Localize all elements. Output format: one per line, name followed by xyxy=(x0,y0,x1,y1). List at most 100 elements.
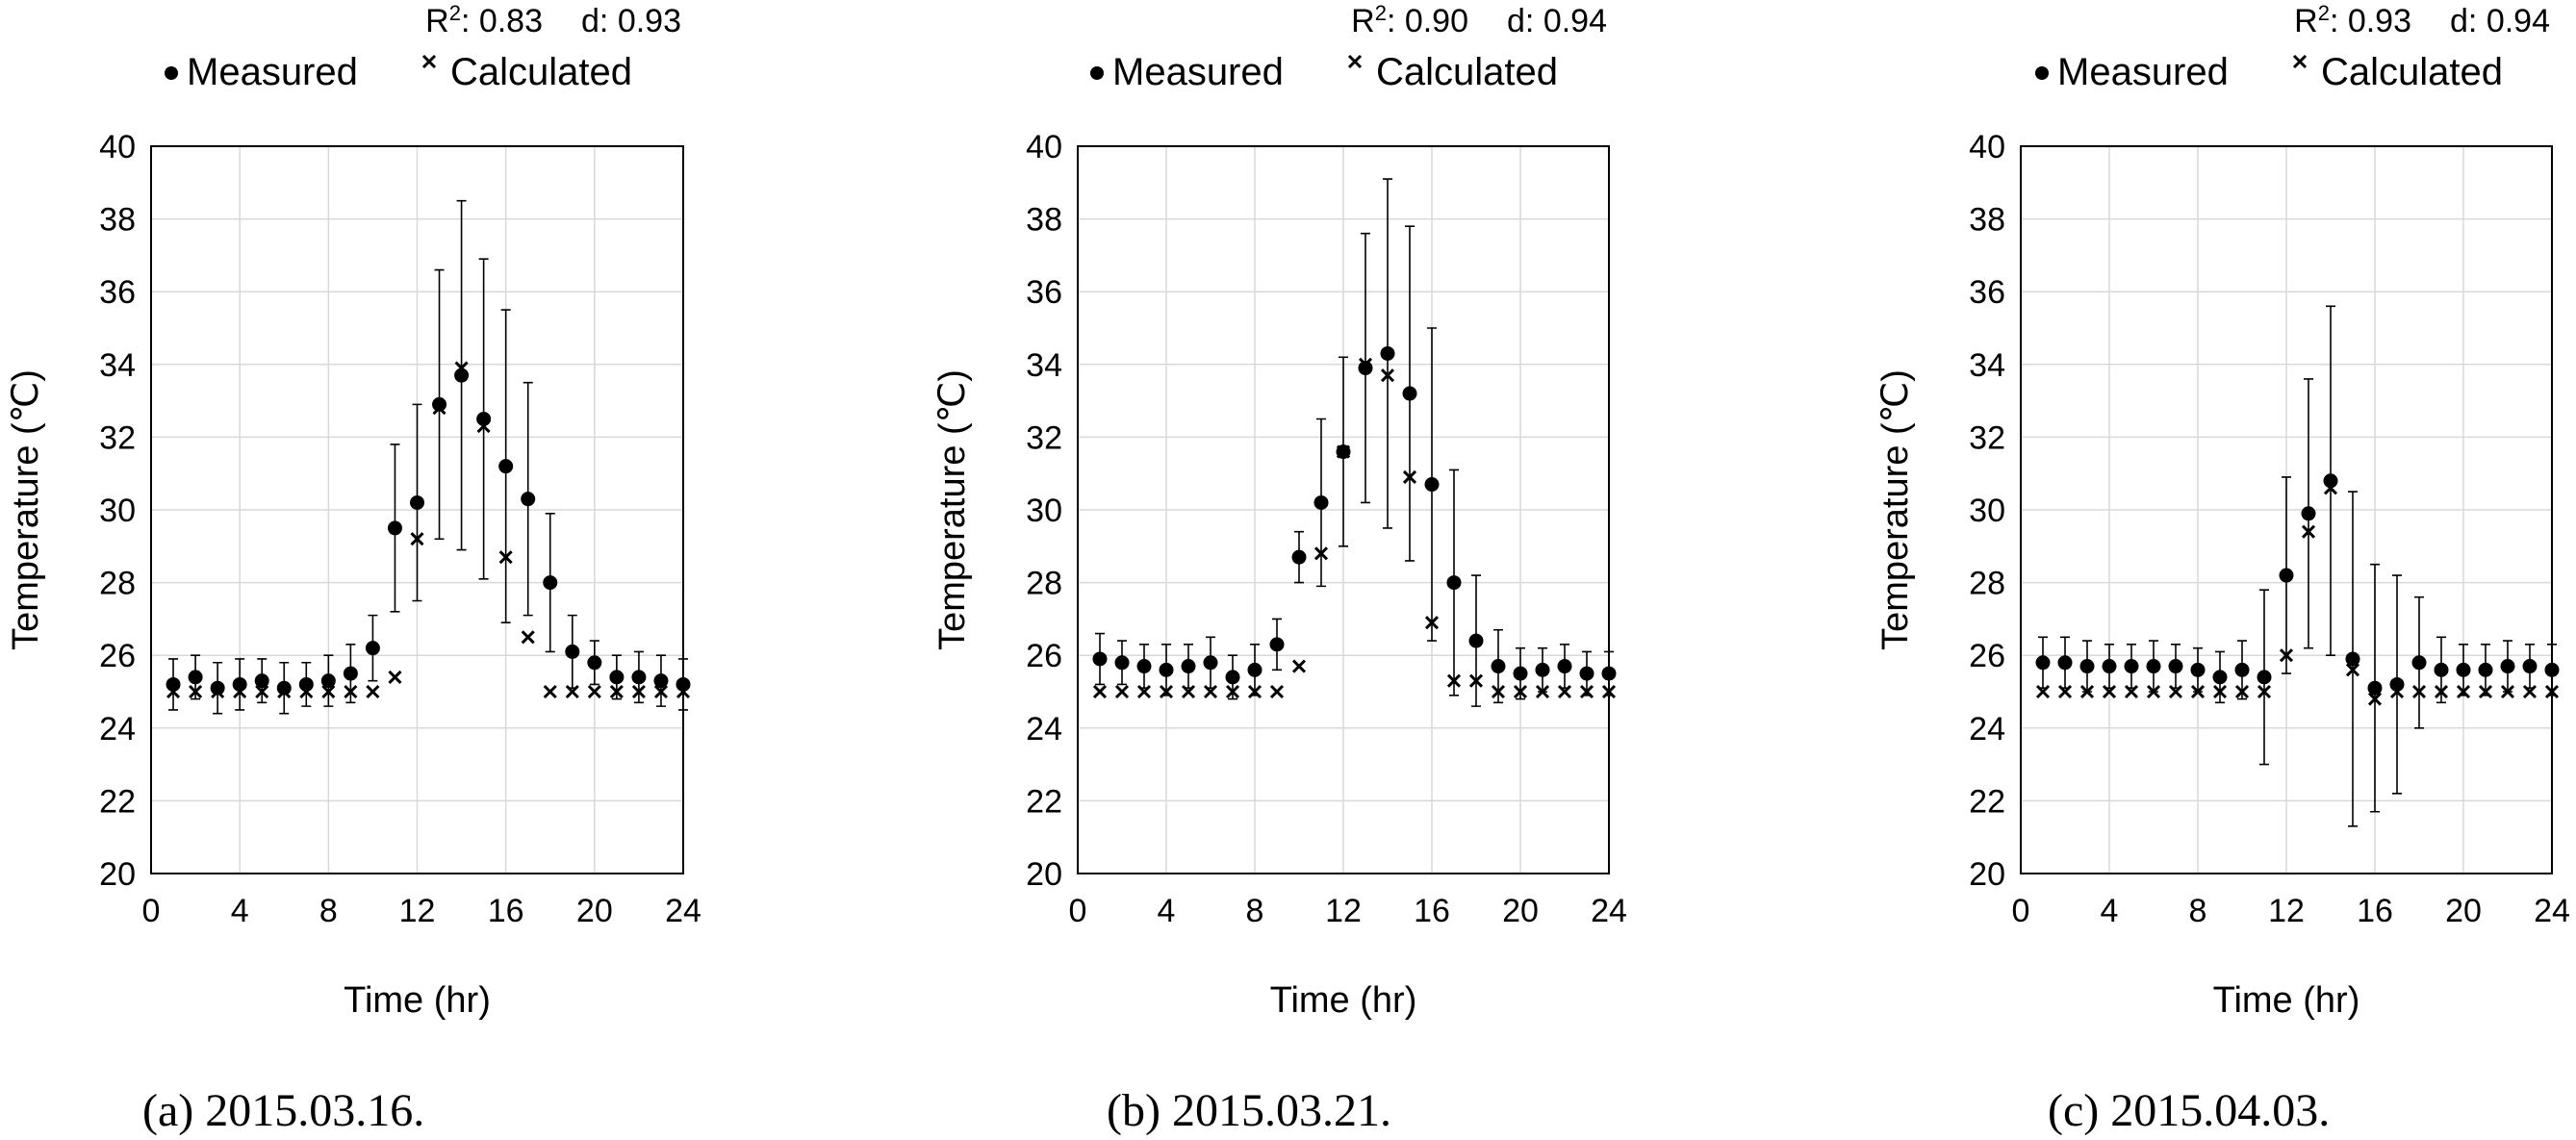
measured-point xyxy=(1601,666,1617,681)
y-axis-label: Temperature (℃) xyxy=(1875,369,1916,650)
calculated-point xyxy=(1247,684,1262,699)
y-tick-label: 22 xyxy=(1026,783,1062,820)
r2-label: R xyxy=(2294,3,2318,39)
stats-line: R2: 0.90 d: 0.94 xyxy=(1351,1,1607,40)
calculated-point xyxy=(1358,357,1373,371)
calculated-point xyxy=(2079,684,2095,699)
measured-point xyxy=(410,494,424,510)
y-tick-label: 20 xyxy=(1026,856,1062,893)
calculated-point xyxy=(1424,616,1440,630)
calculated-point xyxy=(543,684,557,699)
measured-point xyxy=(2544,662,2560,677)
measured-point xyxy=(1491,659,1506,674)
measured-point xyxy=(432,396,447,412)
measured-point xyxy=(2411,655,2427,671)
panel-caption: (a) 2015.03.16. xyxy=(142,1085,424,1136)
x-tick-label: 8 xyxy=(319,893,338,929)
x-tick-label: 20 xyxy=(2445,893,2482,929)
calculated-point xyxy=(2168,684,2183,699)
measured-point xyxy=(298,676,314,692)
y-tick-label: 38 xyxy=(1969,202,2005,239)
measured-point xyxy=(188,670,203,685)
measured-point xyxy=(2234,662,2250,677)
measured-point xyxy=(1136,659,1152,674)
measured-point xyxy=(1358,361,1373,376)
calculated-point xyxy=(321,684,336,699)
measured-point xyxy=(498,459,514,474)
r2-label: R xyxy=(425,3,449,39)
r2-superscript: 2 xyxy=(2318,1,2330,25)
calculated-point xyxy=(676,684,691,699)
y-tick-label: 40 xyxy=(1026,129,1062,165)
x-tick-label: 0 xyxy=(142,893,161,929)
calculated-point xyxy=(1092,684,1108,699)
measured-point xyxy=(232,676,247,692)
x-tick-label: 12 xyxy=(1325,893,1362,929)
y-tick-label: 20 xyxy=(1969,856,2005,893)
calculated-point xyxy=(2411,684,2427,699)
legend-calculated-label: Calculated xyxy=(1376,51,1558,93)
measured-point xyxy=(521,492,536,507)
y-tick-label: 22 xyxy=(99,783,136,820)
measured-point xyxy=(2190,662,2206,677)
measured-point xyxy=(1181,659,1196,674)
r2-superscript: 2 xyxy=(1375,1,1387,25)
calculated-point xyxy=(1336,444,1351,459)
chart-panel-c: 20 22 24 26 28 30 32 34 36 38 40 0 4 8 12 16 20 24 Time (h… xyxy=(1875,1,2570,1137)
calculated-point xyxy=(1380,368,1395,383)
y-tick-label: 38 xyxy=(1026,202,1062,239)
measured-point xyxy=(2323,473,2338,489)
x-tick-label: 8 xyxy=(2189,893,2207,929)
calculated-point xyxy=(2212,684,2228,699)
x-tick-label: 4 xyxy=(231,893,249,929)
calculated-point xyxy=(1291,659,1307,673)
calculated-point xyxy=(2279,648,2294,663)
x-tick-label: 0 xyxy=(1069,893,1087,929)
y-tick-label: 28 xyxy=(99,566,136,602)
legend-measured-marker xyxy=(165,66,178,80)
measured-point xyxy=(454,367,470,383)
calculated-point xyxy=(410,532,424,546)
legend-measured-label: Measured xyxy=(187,51,358,93)
calculated-point xyxy=(565,684,579,699)
plot-frame xyxy=(150,145,684,874)
x-tick-label: 0 xyxy=(2012,893,2030,929)
measured-point xyxy=(2079,659,2095,674)
measured-point xyxy=(1557,659,1572,674)
measured-point xyxy=(2279,568,2294,583)
y-tick-label: 24 xyxy=(99,711,136,747)
y-tick-label: 26 xyxy=(1026,638,1062,674)
calculated-point xyxy=(2124,684,2139,699)
calculated-point xyxy=(2345,663,2360,677)
y-tick-label: 40 xyxy=(1969,129,2005,165)
calculated-point xyxy=(2434,684,2449,699)
r2-value: : 0.93 xyxy=(2330,3,2411,39)
x-axis-label: Time (hr) xyxy=(2213,980,2360,1021)
legend-calculated-marker xyxy=(421,54,437,69)
measured-point xyxy=(631,670,647,685)
calculated-point xyxy=(2544,684,2560,699)
calculated-point xyxy=(299,684,314,699)
calculated-point xyxy=(255,684,269,699)
measured-point xyxy=(320,673,336,689)
panel-caption: (b) 2015.03.21. xyxy=(1107,1085,1391,1136)
calculated-point xyxy=(2146,684,2161,699)
y-tick-label: 26 xyxy=(1969,638,2005,674)
measured-point xyxy=(387,520,402,536)
measured-point xyxy=(2124,659,2139,674)
stats-line: R2: 0.83 d: 0.93 xyxy=(425,1,681,40)
y-tick-label: 34 xyxy=(1969,347,2005,384)
calculated-point xyxy=(366,684,380,699)
measured-point xyxy=(254,673,269,689)
calculated-point xyxy=(476,418,491,434)
calculated-point xyxy=(189,684,203,699)
measured-point xyxy=(2301,506,2316,521)
measured-point xyxy=(2478,662,2493,677)
y-tick-label: 36 xyxy=(1969,274,2005,311)
measured-point xyxy=(476,412,492,426)
measured-point xyxy=(1314,494,1329,510)
legend-calculated-marker xyxy=(2292,54,2308,69)
panel-caption: (c) 2015.04.03. xyxy=(2048,1085,2330,1136)
x-tick-label: 24 xyxy=(2534,893,2570,929)
